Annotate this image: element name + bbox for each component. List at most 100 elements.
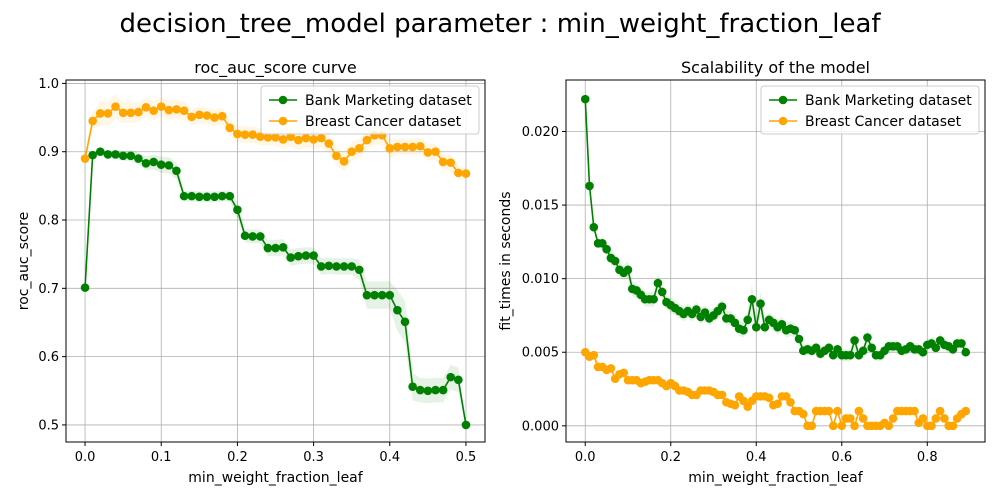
roc-point-1-6 [126,108,136,118]
roc-point-0-14 [187,191,196,201]
roc-point-0-24 [263,243,273,253]
roc-xtick-label-4: 0.4 [379,450,400,465]
fit-ylabel: fit_times in seconds [498,191,514,330]
roc-point-1-22 [248,130,257,139]
roc-point-0-45 [423,386,433,396]
roc-xtick-label-0: 0.0 [75,450,96,465]
roc-point-0-38 [370,290,379,300]
fit-point-1-65 [858,414,868,423]
roc-point-0-34 [339,262,349,271]
fit-point-1-79 [918,414,928,423]
roc-xtick-label-5: 0.5 [456,450,477,465]
roc-point-1-43 [408,142,417,152]
roc-axes-frame [65,79,486,443]
roc-point-0-35 [347,262,356,271]
roc-point-1-44 [415,141,425,151]
roc-point-1-0 [80,154,90,163]
roc-legend-marker-0 [278,95,288,105]
roc-legend-marker-1 [278,116,288,126]
fit-point-0-5 [602,244,611,254]
roc-point-1-19 [225,123,235,133]
roc-point-0-16 [202,192,212,202]
roc-point-1-8 [141,103,151,112]
roc-point-0-49 [454,375,463,385]
roc-point-1-14 [187,112,196,122]
roc-point-0-26 [278,243,288,252]
fit-point-1-2 [589,350,599,360]
roc-legend-label-0: Bank Marketing dataset [305,93,472,109]
roc-point-0-32 [324,261,334,271]
fit-point-1-89 [961,406,971,416]
roc-grid [66,80,485,442]
roc-point-1-18 [217,111,227,121]
roc-point-1-3 [103,109,113,118]
fit-point-0-82 [931,343,941,353]
fit-point-1-57 [824,406,834,416]
fit-point-1-71 [884,421,894,431]
fit-point-1-43 [764,393,774,403]
roc-point-0-25 [271,243,280,253]
fit-ytick-label-1: 0.005 [522,346,559,361]
roc-point-1-48 [446,158,456,167]
fit-ytick-label-3: 0.015 [522,199,559,214]
roc-point-1-24 [263,133,273,142]
fit-point-0-42 [760,322,770,332]
roc-point-0-4 [111,150,120,159]
roc-ytick-label-3: 0.8 [38,214,59,229]
roc-point-0-19 [225,191,235,201]
roc-point-0-46 [431,385,440,395]
roc-point-0-2 [95,147,105,157]
fit-point-1-62 [846,414,855,423]
scalability-chart: 0.0 0.2 0.4 0.6 0.8 0.000 0.005 0.010 0.015 0.020… [498,58,986,486]
fit-xtick-label-1: 0.2 [660,450,681,465]
fit-point-0-88 [957,339,966,348]
fit-xlabel: min_weight_fraction_leaf [688,470,863,486]
fit-point-1-58 [828,421,838,431]
fit-point-1-6 [606,364,616,373]
fit-point-1-86 [948,421,958,431]
roc-point-1-49 [454,168,463,178]
roc-legend-label-1: Breast Cancer dataset [305,114,462,130]
fit-legend-marker-0 [778,95,788,105]
fit-point-0-50 [794,334,804,344]
fit-point-0-37 [739,325,748,335]
roc-point-1-50 [461,169,471,178]
roc-point-1-40 [385,144,395,153]
roc-ytick-label-1: 0.6 [38,350,59,365]
roc-xlabel: min_weight_fraction_leaf [188,470,363,486]
fit-point-0-39 [747,294,757,304]
roc-point-1-26 [278,135,288,144]
roc-point-1-42 [400,142,410,152]
fit-legend-box [760,85,980,135]
fit-point-0-0 [580,94,590,104]
fit-title: Scalability of the model [681,58,870,77]
roc-point-1-46 [431,147,440,157]
roc-point-1-34 [339,156,349,166]
roc-point-0-33 [332,262,341,271]
fit-point-1-45 [773,399,782,409]
roc-point-0-15 [195,192,204,202]
fit-point-1-64 [854,406,864,416]
roc-point-0-43 [408,382,417,391]
roc-point-0-22 [248,232,257,241]
roc-point-0-17 [210,192,219,202]
figure-suptitle: decision_tree_model parameter : min_weig… [119,9,881,39]
roc-point-1-10 [156,102,166,111]
fit-legend-marker-1 [778,116,788,126]
roc-point-1-2 [95,109,105,118]
roc-auc-chart: 0.0 0.1 0.2 0.3 0.4 0.5 0.5 0.6 0.7 0.8 0.9 1.0 roc_… [16,58,486,486]
roc-point-0-8 [141,159,151,168]
fit-point-0-66 [863,333,872,342]
roc-point-0-3 [103,150,113,159]
fit-legend: Bank Marketing dataset Breast Cancer data… [760,85,980,135]
roc-point-1-29 [301,133,311,143]
roc-point-0-42 [400,317,410,327]
roc-point-0-41 [393,305,402,315]
fit-point-0-32 [717,302,727,311]
fit-point-1-32 [717,390,727,400]
roc-band-0 [85,148,466,428]
fit-point-0-17 [653,278,663,288]
roc-point-1-4 [111,102,120,111]
roc-point-0-50 [461,420,471,430]
